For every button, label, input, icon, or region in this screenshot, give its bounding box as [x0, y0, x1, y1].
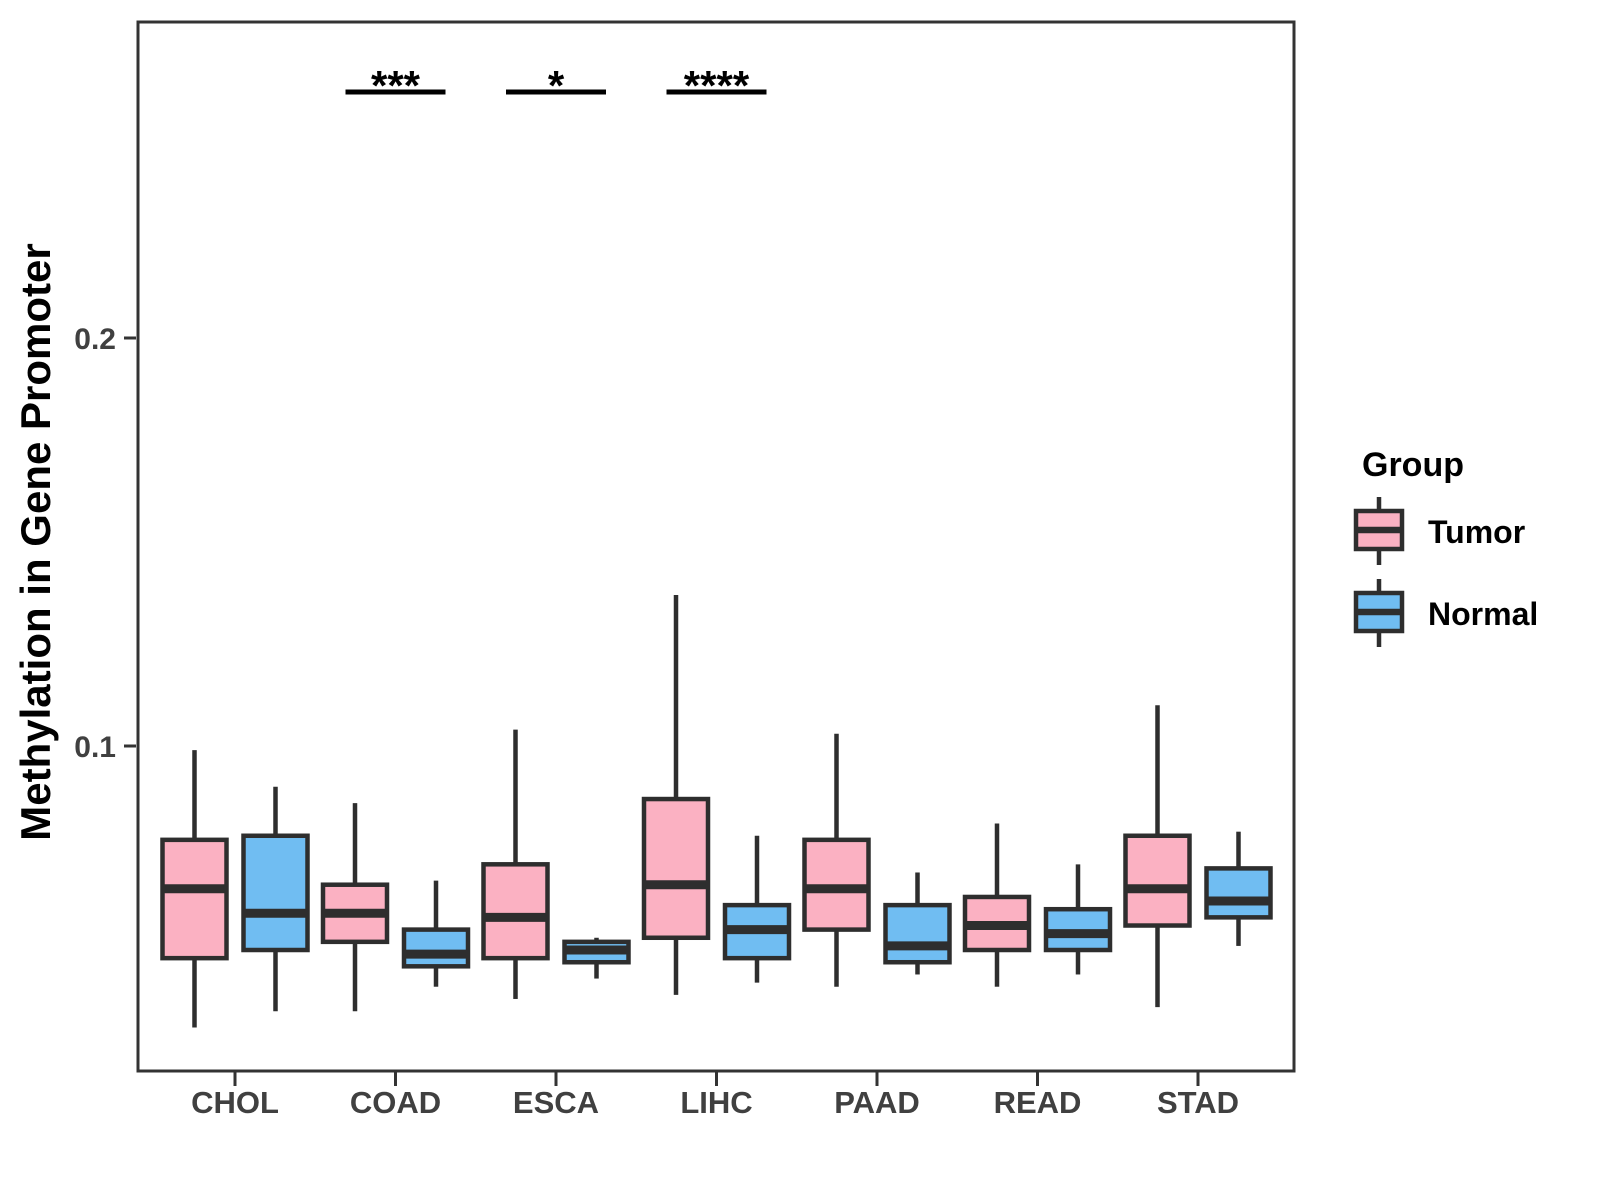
box-COAD-Normal [401, 927, 471, 969]
legend-item-normal: Normal [1352, 577, 1538, 651]
significance-label-ESCA: * [548, 62, 565, 109]
x-tick-label: PAAD [834, 1085, 920, 1120]
x-tick-label: ESCA [513, 1085, 599, 1120]
x-tick-label: STAD [1157, 1085, 1239, 1120]
x-tick-label: COAD [350, 1085, 441, 1120]
box-STAD-Tumor [1123, 833, 1192, 928]
y-tick-label: 0.2 [74, 323, 116, 356]
legend: Group Tumor Normal [1352, 446, 1538, 659]
y-tick-label: 0.1 [74, 731, 116, 764]
box-STAD-Normal [1204, 866, 1273, 920]
tumor-boxplot-key-icon [1353, 497, 1405, 565]
box-LIHC-Tumor [641, 796, 711, 941]
box-PAAD-Normal [883, 902, 952, 965]
normal-boxplot-key-icon [1353, 579, 1405, 647]
legend-item-tumor: Tumor [1352, 495, 1538, 569]
x-tick-label: LIHC [680, 1085, 752, 1120]
x-tick-label: CHOL [191, 1085, 279, 1120]
x-tick-label: READ [994, 1085, 1082, 1120]
legend-label-tumor: Tumor [1428, 513, 1526, 550]
box-CHOL-Tumor [160, 837, 229, 961]
y-axis-title: Methylation in Gene Promoter [12, 243, 59, 841]
significance-label-COAD: *** [371, 62, 421, 109]
significance-label-LIHC: **** [684, 62, 750, 109]
box-ESCA-Tumor [481, 862, 550, 961]
legend-label-normal: Normal [1428, 595, 1539, 632]
panel-border [136, 20, 1296, 1073]
box-CHOL-Normal [241, 833, 310, 953]
legend-title: Group [1362, 446, 1464, 484]
